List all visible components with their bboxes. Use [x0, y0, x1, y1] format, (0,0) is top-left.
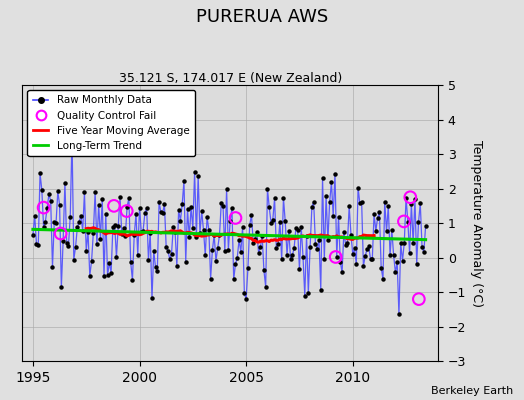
Point — [39, 204, 48, 211]
Point — [332, 254, 340, 260]
Text: Berkeley Earth: Berkeley Earth — [431, 386, 514, 396]
Y-axis label: Temperature Anomaly (°C): Temperature Anomaly (°C) — [470, 140, 483, 307]
Title: 35.121 S, 174.017 E (New Zealand): 35.121 S, 174.017 E (New Zealand) — [118, 72, 342, 85]
Point — [414, 296, 423, 302]
Point — [400, 218, 408, 225]
Point — [57, 230, 65, 237]
Point — [231, 215, 239, 221]
Point — [110, 203, 118, 209]
Point — [123, 208, 131, 214]
Text: PURERUA AWS: PURERUA AWS — [196, 8, 328, 26]
Legend: Raw Monthly Data, Quality Control Fail, Five Year Moving Average, Long-Term Tren: Raw Monthly Data, Quality Control Fail, … — [27, 90, 194, 156]
Point — [406, 194, 414, 200]
